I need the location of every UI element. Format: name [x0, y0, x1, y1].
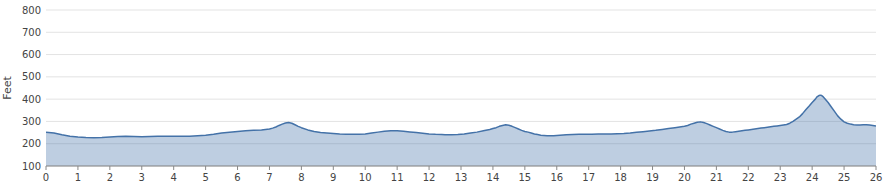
grid-line: [46, 121, 876, 122]
x-tick-label: 10: [359, 172, 372, 183]
x-tick: [748, 166, 749, 170]
x-tick: [333, 166, 334, 170]
x-tick-label: 19: [646, 172, 659, 183]
x-tick: [109, 166, 110, 170]
x-tick-label: 14: [487, 172, 500, 183]
x-tick-label: 3: [139, 172, 145, 183]
x-tick: [620, 166, 621, 170]
x-tick: [588, 166, 589, 170]
x-tick: [876, 166, 877, 170]
x-tick: [461, 166, 462, 170]
x-tick: [46, 166, 47, 170]
x-tick: [205, 166, 206, 170]
y-tick-label: 700: [22, 27, 41, 38]
x-tick: [237, 166, 238, 170]
elevation-area: [46, 95, 876, 166]
x-tick: [429, 166, 430, 170]
x-tick: [492, 166, 493, 170]
grid-line: [46, 99, 876, 100]
y-axis-label: Feet: [1, 76, 14, 100]
y-tick-label: 300: [22, 116, 41, 127]
elevation-line: [46, 95, 876, 138]
y-tick-label: 600: [22, 49, 41, 60]
x-tick-label: 15: [518, 172, 531, 183]
grid-line: [46, 54, 876, 55]
x-tick-label: 9: [330, 172, 336, 183]
x-tick-label: 20: [678, 172, 691, 183]
y-tick-label: 500: [22, 71, 41, 82]
x-tick: [524, 166, 525, 170]
x-tick-label: 26: [870, 172, 883, 183]
x-tick-label: 8: [298, 172, 304, 183]
x-tick-label: 1: [75, 172, 81, 183]
x-tick: [556, 166, 557, 170]
x-tick-label: 21: [710, 172, 723, 183]
x-tick: [812, 166, 813, 170]
x-tick: [269, 166, 270, 170]
x-tick-label: 13: [455, 172, 468, 183]
x-tick: [684, 166, 685, 170]
x-tick-label: 11: [391, 172, 404, 183]
x-tick-label: 23: [774, 172, 787, 183]
x-tick-label: 6: [234, 172, 240, 183]
grid-line: [46, 10, 876, 11]
x-tick-label: 18: [614, 172, 627, 183]
y-tick-label: 200: [22, 138, 41, 149]
y-tick-label: 400: [22, 94, 41, 105]
x-tick: [365, 166, 366, 170]
x-tick-label: 22: [742, 172, 755, 183]
chart-svg: 1002003004005006007008000123456789101112…: [0, 0, 890, 188]
chart-container: 1002003004005006007008000123456789101112…: [0, 0, 890, 188]
x-tick: [301, 166, 302, 170]
x-tick-label: 16: [550, 172, 563, 183]
x-tick-label: 12: [423, 172, 436, 183]
x-tick-label: 7: [266, 172, 272, 183]
x-tick-label: 25: [838, 172, 851, 183]
x-tick: [141, 166, 142, 170]
x-tick-label: 5: [202, 172, 208, 183]
x-tick: [652, 166, 653, 170]
x-tick-label: 0: [43, 172, 49, 183]
x-tick: [844, 166, 845, 170]
y-grid: [46, 10, 876, 166]
x-tick-label: 17: [582, 172, 595, 183]
x-tick-label: 24: [806, 172, 819, 183]
x-tick: [173, 166, 174, 170]
grid-line: [46, 76, 876, 77]
x-tick: [77, 166, 78, 170]
y-tick-label: 800: [22, 5, 41, 16]
data-group: [46, 95, 876, 166]
y-tick-label: 100: [22, 161, 41, 172]
x-tick-label: 4: [171, 172, 177, 183]
x-tick-label: 2: [107, 172, 113, 183]
x-tick: [397, 166, 398, 170]
grid-line: [46, 32, 876, 33]
x-tick: [780, 166, 781, 170]
x-tick: [716, 166, 717, 170]
